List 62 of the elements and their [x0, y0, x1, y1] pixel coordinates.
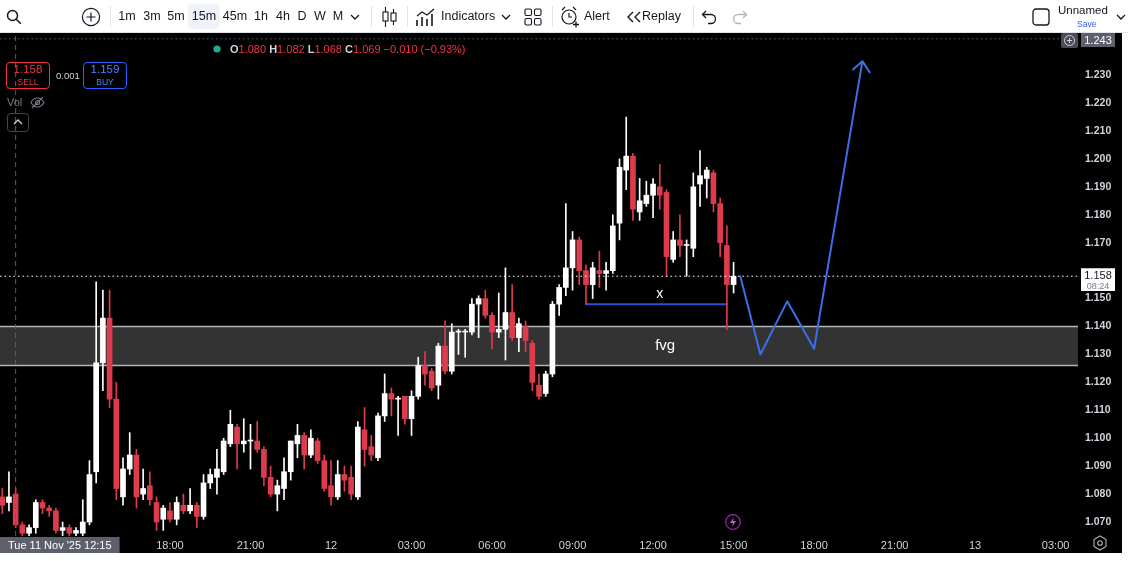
- x-tick-label: 06:00: [478, 538, 506, 551]
- x-tick-label: 18:00: [156, 538, 184, 551]
- band-label: fvg: [655, 336, 676, 354]
- y-tick-label: 1.210: [1085, 123, 1112, 136]
- annotation: x: [656, 285, 664, 302]
- text: 08:24: [1081, 281, 1115, 291]
- candlestick: [677, 214, 683, 257]
- x-tick-label: 13: [969, 538, 982, 551]
- x-tick-label: 15:00: [719, 538, 748, 551]
- y-tick-label: 1.130: [1085, 347, 1112, 360]
- text: Indicators: [441, 9, 496, 23]
- y-tick-label: 1.080: [1085, 486, 1112, 499]
- x-tick-label: 12:00: [639, 538, 667, 551]
- text: Unnamed: [1058, 4, 1108, 17]
- x-tick-label: 03:00: [1041, 538, 1070, 551]
- candlestick: [140, 468, 146, 501]
- text: W: [314, 9, 326, 23]
- text: Alert: [584, 9, 610, 23]
- text: 3m: [143, 9, 161, 23]
- y-tick-label: 1.140: [1085, 319, 1112, 332]
- candlestick: [46, 504, 53, 517]
- y-tick-label: 1.220: [1085, 95, 1112, 108]
- x-tick-label: 21:00: [880, 538, 909, 551]
- y-tick-label: 1.100: [1085, 431, 1112, 444]
- text: 1m: [118, 9, 136, 23]
- y-tick-label: 1.120: [1085, 375, 1112, 388]
- y-tick-label: 1.230: [1085, 68, 1112, 80]
- text: 4h: [276, 9, 290, 23]
- annotation: Vol: [7, 96, 23, 108]
- candlestick: [6, 471, 12, 512]
- x-tick-label: 21:00: [236, 538, 265, 551]
- text: Save: [1077, 19, 1097, 29]
- text: 5m: [167, 9, 185, 23]
- y-tick-label: 1.190: [1085, 179, 1112, 192]
- ref-line-label: Tue 11 Nov '25 12:15: [7, 539, 112, 552]
- ref-line-label: 1.158: [1084, 268, 1112, 281]
- y-tick-label: 1.090: [1085, 459, 1112, 472]
- candlestick: [187, 488, 193, 514]
- y-tick-label: 1.180: [1085, 207, 1112, 220]
- annotation: 1.159: [90, 63, 120, 76]
- y-tick-label: 1.200: [1085, 151, 1112, 164]
- text: O1.080 H1.082 L1.068 C1.069 −0.010 (−0.93%): [230, 43, 466, 55]
- annotation: SELL: [17, 77, 39, 87]
- y-tick-label: 1.150: [1085, 291, 1112, 304]
- candlestick: [240, 418, 247, 453]
- ref-line-label: 1.243: [1084, 33, 1112, 46]
- text: D: [297, 9, 307, 23]
- x-tick-label: 09:00: [558, 538, 587, 551]
- x-tick-label: 12: [324, 538, 338, 551]
- text: Replay: [642, 9, 681, 23]
- y-tick-label: 1.070: [1085, 514, 1112, 527]
- annotation: BUY: [96, 77, 114, 87]
- y-tick-label: 1.110: [1085, 403, 1111, 416]
- annotation: 0.001: [56, 70, 80, 81]
- y-tick-label: 1.170: [1085, 235, 1112, 248]
- text: 1h: [254, 9, 268, 23]
- annotation: 1.158: [13, 63, 43, 76]
- text: 45m: [222, 9, 248, 23]
- x-tick-label: 18:00: [800, 538, 828, 551]
- x-tick-label: 03:00: [397, 538, 426, 551]
- text: 15m: [187, 4, 221, 29]
- text: M: [332, 9, 344, 23]
